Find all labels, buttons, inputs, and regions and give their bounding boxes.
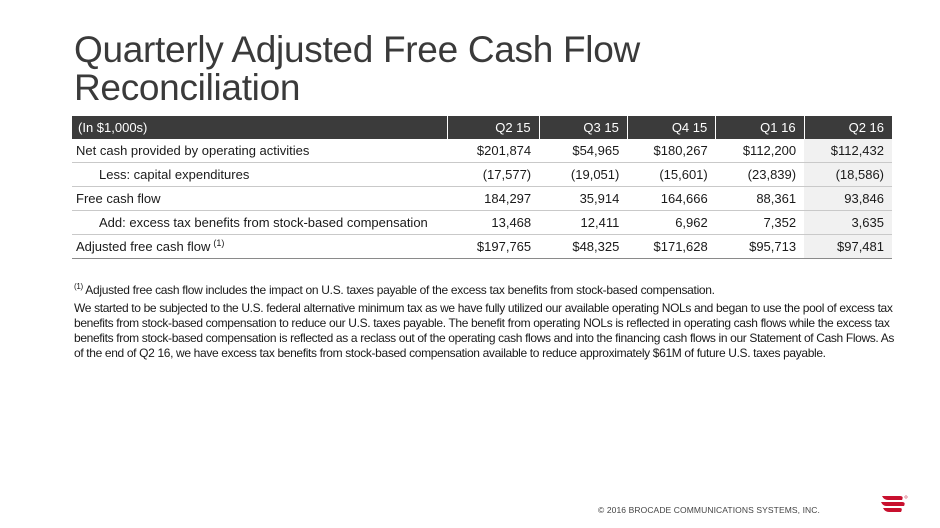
table-cell: $171,628 xyxy=(627,234,716,259)
table-cell: 12,411 xyxy=(539,210,628,235)
column-header: Q2 16 xyxy=(804,116,892,139)
table-cell: 93,846 xyxy=(804,186,892,211)
table-cell: $112,432 xyxy=(804,139,892,163)
table-row: Free cash flow 184,297 35,914 164,666 88… xyxy=(72,186,892,211)
explanatory-paragraph: We started to be subjected to the U.S. f… xyxy=(74,301,895,360)
table-cell: 164,666 xyxy=(627,186,716,211)
table-cell: $112,200 xyxy=(715,139,805,163)
column-header: (In $1,000s) xyxy=(72,116,449,139)
footnote: (1) Adjusted free cash flow includes the… xyxy=(74,282,894,298)
table-cell: 184,297 xyxy=(447,186,540,211)
column-header: Q4 15 xyxy=(627,116,717,139)
brocade-wings-logo-icon xyxy=(881,495,908,512)
table-row: Adjusted free cash flow (1) $197,765 $48,… xyxy=(72,234,892,259)
table-cell: (18,586) xyxy=(804,162,892,187)
page-title: Quarterly Adjusted Free Cash Flow Reconc… xyxy=(74,29,640,108)
footnote-text: Adjusted free cash flow includes the imp… xyxy=(85,283,715,297)
table-cell: $48,325 xyxy=(539,234,628,259)
table-header-row: (In $1,000s) Q2 15 Q3 15 Q4 15 Q1 16 Q2 … xyxy=(72,116,892,139)
table-cell: $54,965 xyxy=(539,139,628,163)
table-row: Net cash provided by operating activitie… xyxy=(72,139,892,163)
table-cell: 35,914 xyxy=(539,186,628,211)
table-cell: (23,839) xyxy=(715,162,805,187)
table-cell: 7,352 xyxy=(715,210,805,235)
column-header: Q1 16 xyxy=(715,116,805,139)
table-cell: $201,874 xyxy=(447,139,540,163)
row-label: Free cash flow xyxy=(72,186,448,211)
footnote-marker: (1) xyxy=(74,282,83,291)
cash-flow-table: (In $1,000s) Q2 15 Q3 15 Q4 15 Q1 16 Q2 … xyxy=(72,116,892,259)
table-row: Add: excess tax benefits from stock-base… xyxy=(72,210,892,235)
table-cell: $197,765 xyxy=(447,234,540,259)
table-cell: $97,481 xyxy=(804,234,892,259)
column-header: Q3 15 xyxy=(539,116,628,139)
table-cell: (17,577) xyxy=(447,162,540,187)
table-cell: 6,962 xyxy=(627,210,716,235)
table-cell: 13,468 xyxy=(447,210,540,235)
table-row: Less: capital expenditures (17,577) (19,… xyxy=(72,162,892,187)
footnote-marker: (1) xyxy=(213,237,225,248)
table-cell: $95,713 xyxy=(715,234,805,259)
row-label: Add: excess tax benefits from stock-base… xyxy=(72,210,448,235)
row-label: Less: capital expenditures xyxy=(72,162,448,187)
row-label: Net cash provided by operating activitie… xyxy=(72,139,448,163)
table-cell: 3,635 xyxy=(804,210,892,235)
copyright-text: © 2016 BROCADE COMMUNICATIONS SYSTEMS, I… xyxy=(598,505,820,515)
table-cell: 88,361 xyxy=(715,186,805,211)
column-header: Q2 15 xyxy=(447,116,540,139)
row-label: Adjusted free cash flow (1) xyxy=(72,234,448,259)
table-cell: (15,601) xyxy=(627,162,716,187)
row-label-text: Adjusted free cash flow xyxy=(76,239,211,254)
table-cell: $180,267 xyxy=(627,139,716,163)
table-cell: (19,051) xyxy=(539,162,628,187)
